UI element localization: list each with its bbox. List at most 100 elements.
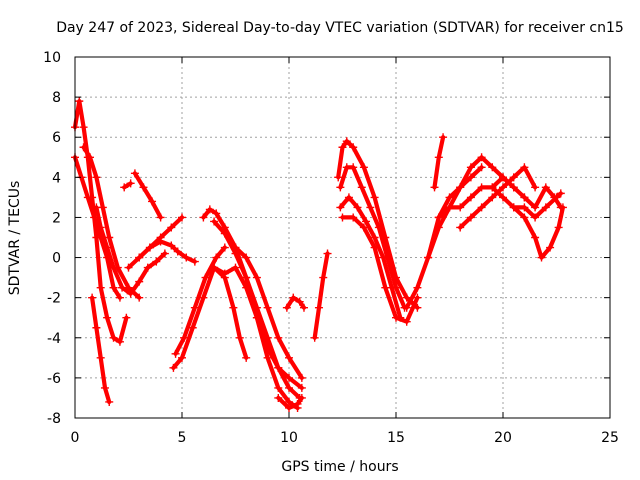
data-point-marker: [130, 169, 139, 178]
data-point-marker: [537, 253, 546, 262]
series-sat-n: [210, 263, 306, 392]
data-point-marker: [297, 383, 306, 392]
data-point-marker: [171, 349, 180, 358]
data-point-marker: [274, 383, 283, 392]
series-trace: [171, 265, 249, 370]
data-point-marker: [242, 273, 251, 282]
data-point-marker: [509, 203, 518, 212]
series-sat-s: [334, 137, 422, 312]
data-point-marker: [349, 213, 358, 222]
data-point-marker: [105, 397, 114, 406]
data-point-marker: [122, 313, 131, 322]
data-point-marker: [263, 353, 272, 362]
data-point-marker: [96, 223, 105, 232]
series-layer: [71, 97, 567, 412]
data-point-marker: [546, 243, 555, 252]
data-point-marker: [509, 183, 518, 192]
data-point-marker: [103, 243, 112, 252]
data-point-marker: [392, 313, 400, 322]
plot-frame: [74, 56, 611, 419]
data-point-marker: [295, 297, 304, 306]
data-point-marker: [357, 183, 366, 192]
series-trace: [276, 395, 304, 411]
data-point-marker: [242, 353, 251, 362]
data-point-marker: [109, 283, 118, 292]
data-point-marker: [274, 393, 283, 402]
data-point-marker: [366, 203, 375, 212]
data-point-marker: [359, 223, 368, 232]
data-point-marker: [430, 183, 439, 192]
data-point-marker: [92, 173, 101, 182]
data-point-marker: [434, 213, 443, 222]
data-point-marker: [75, 97, 84, 106]
series-sat-r: [310, 249, 332, 342]
data-point-marker: [466, 173, 475, 182]
data-point-marker: [263, 343, 272, 352]
data-point-marker: [359, 163, 368, 172]
data-point-marker: [379, 253, 388, 262]
data-point-marker: [242, 253, 251, 262]
data-point-marker: [349, 163, 358, 172]
data-point-marker: [274, 363, 283, 372]
data-point-marker: [105, 233, 114, 242]
y-tick-label: 4: [52, 170, 61, 186]
data-point-marker: [445, 193, 454, 202]
data-point-marker: [96, 353, 105, 362]
y-tick-label: 10: [43, 50, 61, 66]
data-point-marker: [205, 205, 214, 214]
data-point-marker: [370, 193, 379, 202]
data-point-marker: [199, 293, 208, 302]
series-sat-k: [171, 243, 229, 358]
data-point-marker: [210, 217, 219, 226]
series-trace: [404, 165, 484, 310]
series-trace: [432, 135, 446, 190]
data-point-marker: [319, 273, 328, 282]
data-point-marker: [293, 399, 302, 408]
data-point-marker: [79, 143, 88, 152]
data-point-marker: [531, 183, 540, 192]
y-axis-ticks: -8 -6 -4 -2 0 2 4 6 8 10: [43, 50, 610, 427]
data-point-marker: [263, 303, 272, 312]
data-point-marker: [520, 163, 529, 172]
x-axis-ticks: 0 5 10 15 20 25: [71, 57, 619, 446]
y-tick-label: 8: [52, 90, 61, 106]
data-point-marker: [541, 203, 550, 212]
data-point-marker: [120, 183, 129, 192]
data-point-marker: [297, 373, 306, 382]
data-point-marker: [499, 193, 507, 202]
data-point-marker: [220, 243, 229, 252]
data-point-marker: [115, 293, 124, 302]
y-tick-label: 0: [52, 251, 61, 267]
data-point-marker: [156, 233, 165, 242]
data-point-marker: [314, 303, 323, 312]
data-point-marker: [135, 293, 144, 302]
data-point-marker: [531, 203, 540, 212]
x-tick-label: 20: [494, 430, 512, 446]
data-point-marker: [88, 293, 97, 302]
data-point-marker: [92, 323, 101, 332]
x-tick-label: 25: [601, 430, 619, 446]
data-point-marker: [488, 183, 497, 192]
data-point-marker: [556, 203, 565, 212]
data-point-marker: [541, 183, 550, 192]
y-tick-label: -4: [47, 331, 61, 347]
data-point-marker: [402, 317, 411, 326]
series-sat-q: [282, 293, 308, 312]
data-point-marker: [531, 233, 540, 242]
data-point-marker: [488, 193, 497, 202]
x-axis-label: GPS time / hours: [281, 459, 398, 475]
series-trace: [312, 251, 330, 340]
y-axis-label: SDTVAR / TECUs: [7, 181, 23, 296]
data-point-marker: [466, 163, 475, 172]
data-point-marker: [362, 217, 371, 226]
data-point-marker: [79, 123, 88, 132]
data-point-marker: [152, 257, 161, 266]
data-point-marker: [100, 383, 109, 392]
data-point-marker: [178, 353, 186, 362]
data-point-marker: [231, 263, 240, 272]
data-point-marker: [118, 283, 127, 292]
data-point-marker: [413, 283, 422, 292]
y-tick-label: -6: [47, 371, 61, 387]
data-point-marker: [212, 209, 221, 218]
x-tick-label: 5: [178, 430, 187, 446]
